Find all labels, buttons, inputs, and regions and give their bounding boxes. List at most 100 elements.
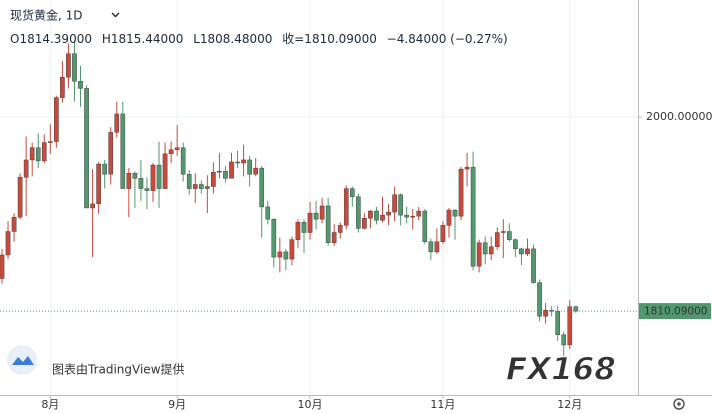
candle-body <box>446 209 452 226</box>
candle-body <box>307 212 313 233</box>
x-tick-label: 8月 <box>41 398 59 411</box>
candle-body <box>223 170 228 179</box>
candle-body <box>150 164 156 191</box>
candle-body <box>211 172 216 187</box>
candle-body <box>277 251 283 258</box>
legend-change: −4.84000 (−0.27%) <box>387 32 508 46</box>
x-tick-label: 10月 <box>298 398 323 411</box>
candle-body <box>289 239 295 260</box>
x-tick-label: 12月 <box>557 398 582 411</box>
candle-body <box>337 225 343 233</box>
candle-body <box>368 210 373 219</box>
candle-body <box>247 159 252 175</box>
legend-low: L1808.48000 <box>193 32 272 46</box>
candle-body <box>325 205 331 243</box>
candle-body <box>567 306 573 346</box>
logo: FX168 <box>506 352 616 388</box>
candle-body <box>343 188 349 226</box>
candle-body <box>452 209 458 217</box>
candle-body <box>11 216 17 232</box>
candle-body <box>229 161 234 179</box>
candle-body <box>301 222 307 233</box>
candle-body <box>84 88 89 209</box>
candle-body <box>5 231 11 256</box>
candle-body <box>205 186 210 189</box>
legend-high: H1815.44000 <box>102 32 184 46</box>
candle-body <box>573 306 579 312</box>
candle-body <box>168 149 174 155</box>
candle-body <box>72 53 77 82</box>
candle-body <box>29 147 35 161</box>
candle-body <box>356 196 361 229</box>
candle-body <box>54 97 59 142</box>
candle-body <box>561 334 567 346</box>
candle-body <box>102 163 107 175</box>
candle-body <box>519 248 524 255</box>
y-tick-label: 2000.00000 <box>646 110 712 123</box>
candle-body <box>186 174 192 189</box>
candle-body <box>500 231 506 233</box>
x-tick-label: 9月 <box>168 398 186 411</box>
candle-body <box>331 232 337 243</box>
candle-body <box>132 173 138 179</box>
candle-body <box>295 222 301 240</box>
chart-title: 现货黄金, 1D <box>10 8 83 23</box>
candle-body <box>180 147 186 175</box>
candle-body <box>458 168 464 217</box>
candle-body <box>380 214 385 221</box>
candle-body <box>126 173 132 189</box>
candle-body <box>90 203 95 209</box>
candle-body <box>96 163 101 205</box>
candle-body <box>41 142 47 162</box>
candle-body <box>47 141 53 143</box>
legend-open: O1814.39000 <box>10 32 92 46</box>
candle-body <box>422 210 428 242</box>
candle-body <box>259 167 265 208</box>
candle-body <box>543 309 548 317</box>
candle-body <box>60 76 65 98</box>
candle-body <box>525 248 530 255</box>
watermark: 图表由TradingView提供 <box>52 362 185 377</box>
candle-body <box>241 159 246 164</box>
candle-body <box>17 177 23 218</box>
interval-chevron[interactable] <box>111 12 120 18</box>
candle-body <box>464 166 470 170</box>
candle-body <box>253 167 258 175</box>
candle-body <box>410 215 416 218</box>
settings-icon[interactable] <box>673 398 685 410</box>
candle-body <box>319 205 325 220</box>
candle-body <box>362 217 367 229</box>
candle-body <box>549 309 554 312</box>
candle-body <box>78 81 83 89</box>
candle-body <box>23 159 29 178</box>
candle-body <box>482 242 488 255</box>
candle-body <box>555 310 560 335</box>
candle-body <box>434 241 440 253</box>
candles <box>0 40 579 359</box>
candle-body <box>66 53 71 78</box>
candle-body <box>138 178 144 189</box>
candle-body <box>0 254 5 279</box>
candle-body <box>144 188 150 191</box>
candle-body <box>162 153 168 189</box>
candle-body <box>470 166 476 267</box>
candle-body <box>494 232 500 248</box>
candle-body <box>235 161 240 164</box>
x-tick-label: 11月 <box>430 398 455 411</box>
candle-body <box>386 211 391 216</box>
candle-body <box>217 170 222 173</box>
candle-body <box>507 231 512 240</box>
candle-body <box>428 241 434 253</box>
last-price-label: 1810.09000 <box>644 306 707 318</box>
candle-body <box>192 184 198 189</box>
tradingview-icon <box>7 345 37 375</box>
candle-body <box>416 210 422 217</box>
candle-body <box>114 113 120 133</box>
candle-body <box>513 239 518 250</box>
candle-body <box>156 164 162 189</box>
ohlc-legend: O1814.39000 H1815.44000 L1808.48000 收=18… <box>10 32 508 46</box>
candle-body <box>398 194 403 216</box>
candle-body <box>440 225 446 242</box>
